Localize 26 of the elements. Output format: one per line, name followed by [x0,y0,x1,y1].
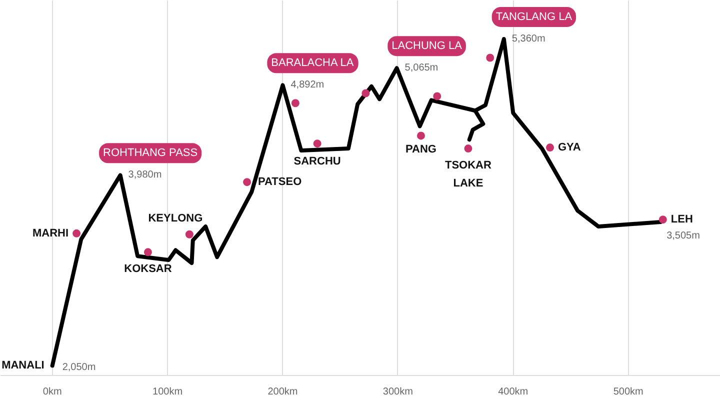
x-tick-label: 400km [498,386,528,398]
annotation: TANGLANG LA [496,10,573,23]
annotation: ROHTHANG PASS [103,147,198,160]
x-tick-label: 300km [382,386,413,398]
x-tick-label: 100km [152,386,183,398]
x-tick-label: 500km [613,386,644,398]
annotation: TSOKAR LAKE [444,160,492,190]
data-label: 5,065m [404,62,438,74]
annotation: KEYLONG [148,212,203,224]
annotation: MARHI [32,227,69,240]
x-tick-label: 0km [42,386,62,398]
annotation: PANG [406,144,436,156]
data-label: 3,505m [666,230,700,242]
annotation: SARCHU [294,156,341,168]
annotation: BARALACHA LA [271,57,354,70]
annotation: GYA [558,142,581,154]
data-label: 4,892m [290,80,324,91]
annotation: LEH [670,214,693,226]
data-label: 5,360m [512,33,546,44]
annotation: LACHUNG LA [392,40,463,52]
x-tick-label: 200km [268,386,298,398]
annotation: KOKSAR [124,263,172,276]
annotation: MANALI [2,360,44,372]
annotation: PATSEO [258,176,302,188]
data-label: 2,050m [62,362,96,374]
data-label: 3,980m [128,170,162,181]
